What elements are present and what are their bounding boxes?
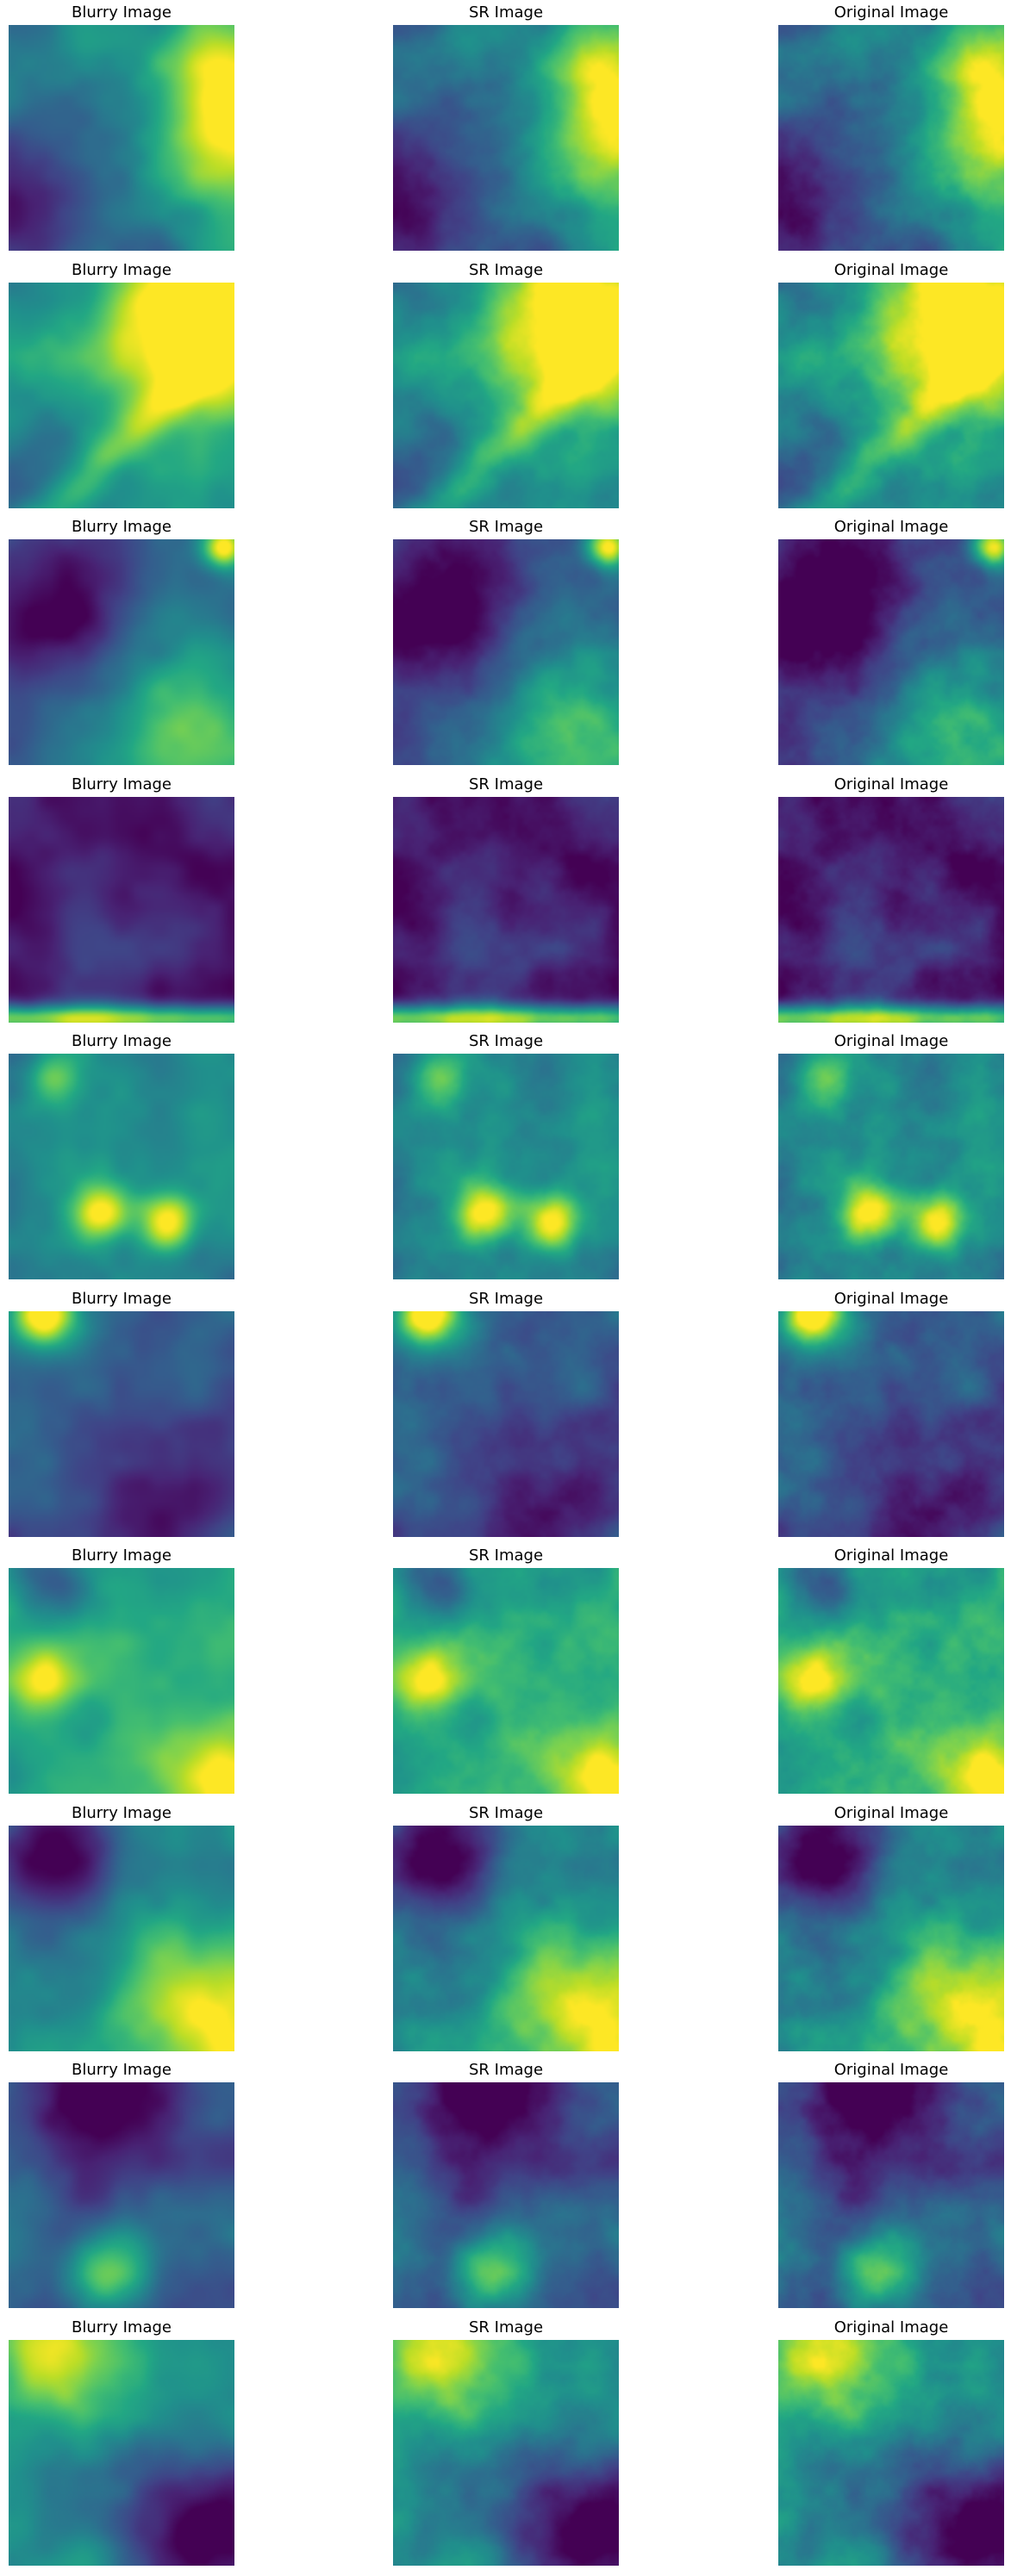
sr-image [393,1310,619,1537]
panel-title: SR Image [468,775,544,793]
panel-title: Blurry Image [72,260,172,279]
blurry-image [9,1568,234,1794]
blurry-image [9,2339,234,2566]
original-image [778,2339,1004,2566]
blurry-image [9,1054,234,1279]
panel-title: SR Image [468,1803,544,1822]
panel-title: Original Image [833,1032,949,1050]
sr-image [393,539,619,765]
sr-image [393,282,619,508]
sr-image [393,1825,619,2051]
panel-title: SR Image [468,1546,544,1565]
panel-title: Blurry Image [72,1289,172,1308]
panel-title: Original Image [833,775,949,793]
panel-title: Original Image [833,1803,949,1822]
panel-title: SR Image [468,518,544,536]
panel-title: SR Image [468,2061,544,2079]
panel-title: Original Image [833,1289,949,1308]
panel-title: SR Image [468,2318,544,2336]
sr-image [393,25,619,251]
original-image [778,539,1004,765]
blurry-image [9,282,234,508]
sr-image [393,2339,619,2566]
blurry-image [9,1310,234,1537]
original-image [778,282,1004,508]
panel-title: SR Image [468,3,544,22]
sr-image [393,1568,619,1794]
blurry-image [9,25,234,251]
original-image [778,25,1004,251]
blurry-image [9,539,234,765]
panel-title: Original Image [833,518,949,536]
sr-image [393,1054,619,1279]
original-image [778,1568,1004,1794]
blurry-image [9,796,234,1023]
panel-title: Blurry Image [72,775,172,793]
panel-title: Blurry Image [72,3,172,22]
panel-title: Original Image [833,3,949,22]
blurry-image [9,1825,234,2051]
panel-title: Blurry Image [72,1032,172,1050]
panel-title: Original Image [833,1546,949,1565]
sr-image [393,796,619,1023]
panel-title: Blurry Image [72,2318,172,2336]
original-image [778,1310,1004,1537]
panel-title: Original Image [833,2061,949,2079]
original-image [778,1825,1004,2051]
panel-title: Original Image [833,2318,949,2336]
panel-title: Blurry Image [72,518,172,536]
original-image [778,2082,1004,2308]
sr-image [393,2082,619,2308]
panel-title: Original Image [833,260,949,279]
panel-title: Blurry Image [72,2061,172,2079]
panel-title: SR Image [468,1289,544,1308]
panel-title: SR Image [468,1032,544,1050]
panel-title: Blurry Image [72,1803,172,1822]
panel-title: Blurry Image [72,1546,172,1565]
original-image [778,796,1004,1023]
original-image [778,1054,1004,1279]
panel-title: SR Image [468,260,544,279]
blurry-image [9,2082,234,2308]
